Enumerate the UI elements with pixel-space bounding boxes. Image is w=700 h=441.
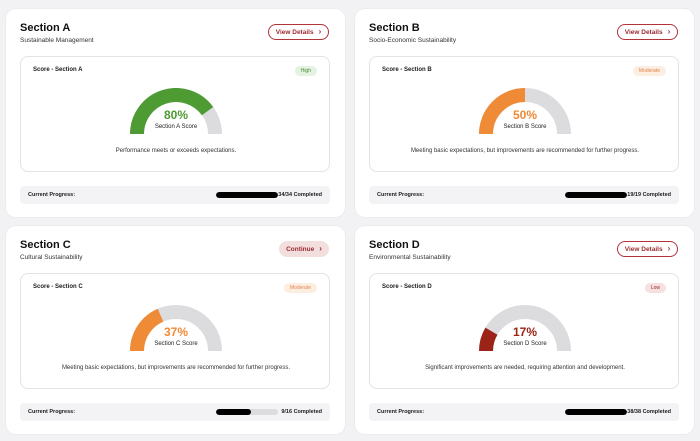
score-gauge [130,305,222,352]
status-badge: Moderate [283,283,317,293]
progress-count: 19/19 Completed [627,192,671,198]
section-subtitle: Environmental Sustainability [369,254,451,261]
score-description: Meeting basic expectations, but improvem… [410,148,640,154]
score-percent: 80% [163,108,189,122]
view-details-button[interactable]: View Details › [617,241,678,257]
status-badge: Moderate [632,66,666,76]
progress-track [216,409,278,415]
score-percent: 37% [163,325,189,339]
button-label: View Details [624,28,663,36]
score-title: Score - Section A [33,67,83,73]
section-card: Section D Environmental Sustainability V… [355,226,694,434]
score-title: Score - Section B [382,67,432,73]
view-details-button[interactable]: View Details › [268,24,329,40]
progress-fill [565,409,627,415]
gauge-fill [479,327,498,352]
button-label: View Details [624,245,663,253]
section-card: Section A Sustainable Management View De… [6,9,345,217]
section-subtitle: Sustainable Management [20,37,94,44]
section-title: Section D [369,239,420,251]
score-gauge [130,88,222,135]
chevron-right-icon: › [667,244,671,253]
score-panel: Score - Section D Low 17% Section D Scor… [369,273,679,389]
score-gauge [479,88,571,135]
progress-track [565,192,627,198]
score-description: Performance meets or exceeds expectation… [115,148,237,154]
score-title: Score - Section D [382,284,432,290]
progress-bar-row: Current Progress: 38/38 Completed [369,403,679,421]
progress-fill [565,192,627,198]
gauge-fill [130,88,214,135]
status-badge: High [294,66,317,76]
button-label: Continue [286,245,315,253]
score-description: Significant improvements are needed, req… [425,365,625,371]
progress-track [216,192,278,198]
section-title: Section B [369,22,420,34]
progress-label: Current Progress: [377,409,425,415]
chevron-right-icon: › [318,27,322,36]
gauge-fill [479,88,526,135]
chevron-right-icon: › [667,27,671,36]
progress-track [565,409,627,415]
section-subtitle: Cultural Sustainability [20,254,83,261]
score-panel: Score - Section A High 80% Section A Sco… [20,56,330,172]
score-description: Meeting basic expectations, but improvem… [61,365,291,371]
chevron-right-icon: › [319,244,322,253]
progress-label: Current Progress: [28,409,76,415]
progress-label: Current Progress: [28,192,76,198]
section-title: Section C [20,239,71,251]
score-label: Section B Score [503,124,547,130]
gauge-fill [130,308,164,352]
progress-count: 34/34 Completed [278,192,322,198]
score-gauge [479,305,571,352]
score-label: Section C Score [154,341,198,347]
continue-button[interactable]: Continue › [279,241,329,257]
progress-count: 9/16 Completed [281,409,322,415]
score-panel: Score - Section B Moderate 50% Section B… [369,56,679,172]
score-percent: 17% [512,325,538,339]
section-card: Section B Socio-Economic Sustainability … [355,9,694,217]
view-details-button[interactable]: View Details › [617,24,678,40]
section-card: Section C Cultural Sustainability Contin… [6,226,345,434]
score-label: Section D Score [503,341,547,347]
score-panel: Score - Section C Moderate 37% Section C… [20,273,330,389]
progress-bar-row: Current Progress: 34/34 Completed [20,186,330,204]
score-label: Section A Score [154,124,198,130]
progress-label: Current Progress: [377,192,425,198]
section-title: Section A [20,22,71,34]
score-percent: 50% [512,108,538,122]
progress-fill [216,192,278,198]
progress-bar-row: Current Progress: 19/19 Completed [369,186,679,204]
progress-count: 38/38 Completed [627,409,671,415]
status-badge: Low [644,283,666,293]
section-subtitle: Socio-Economic Sustainability [369,37,457,44]
score-title: Score - Section C [33,284,83,290]
progress-fill [216,409,251,415]
progress-bar-row: Current Progress: 9/16 Completed [20,403,330,421]
button-label: View Details [275,28,314,36]
